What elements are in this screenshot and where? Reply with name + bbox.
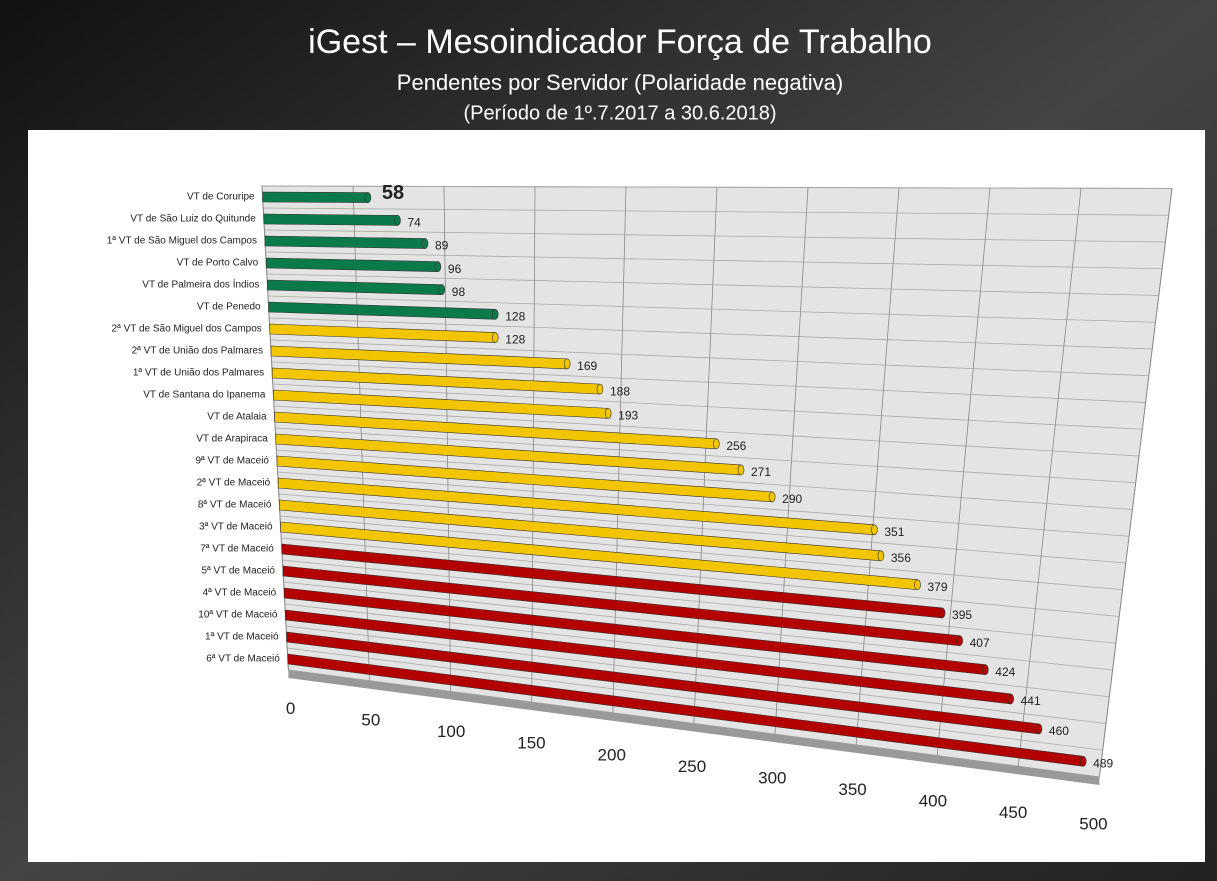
value-label: 58: [382, 182, 404, 204]
category-label: 1ª VT de União dos Palmares: [133, 368, 264, 379]
grid-line: [1017, 188, 1082, 767]
category-label: VT de Porto Calvo: [177, 258, 259, 269]
category-label: 5ª VT de Maceió: [201, 566, 275, 577]
value-label: 271: [751, 465, 771, 479]
x-tick-label: 100: [437, 722, 465, 741]
bar-cap: [438, 284, 446, 295]
plot: 0 50 100 150 200 250 300 350 400 450 500 VT de Coru…: [107, 182, 1173, 834]
period: (Período de 1º.7.2017 a 30.6.2018): [463, 102, 776, 124]
value-label: 441: [1021, 694, 1041, 708]
bar-cap: [1035, 723, 1043, 735]
x-tick-label: 150: [517, 734, 545, 753]
bar-cap: [421, 238, 429, 249]
bar-cap: [871, 524, 878, 536]
bar-cap: [914, 579, 921, 591]
category-label: 7ª VT de Maceió: [200, 544, 274, 555]
value-label: 128: [505, 309, 525, 323]
bar-cap: [394, 215, 401, 226]
bar: [263, 213, 398, 226]
value-label: 356: [891, 551, 911, 565]
chart-title: iGest – Mesoindicador Força de Trabalho: [308, 23, 932, 61]
category-label: VT de São Luiz do Quitunde: [130, 214, 256, 225]
bar-cap: [434, 261, 442, 272]
bar-cap: [713, 438, 720, 450]
value-label: 424: [995, 665, 1015, 679]
category-label: 9ª VT de Maceió: [195, 456, 269, 467]
bar-cap: [604, 408, 612, 419]
value-label: 193: [618, 409, 638, 423]
value-label: 169: [577, 359, 597, 373]
bar-cap: [981, 664, 989, 675]
value-label: 290: [782, 492, 802, 506]
category-label: VT de Coruripe: [187, 192, 255, 203]
bar-cap: [938, 607, 946, 619]
bar-cap: [491, 309, 499, 320]
bar-cap: [1079, 756, 1087, 767]
value-label: 74: [407, 216, 421, 230]
bar-cap: [877, 550, 885, 562]
bar-cap: [491, 332, 499, 343]
x-tick-label: 50: [361, 711, 380, 730]
x-tick-label: 250: [678, 757, 706, 776]
x-tick-label: 500: [1079, 815, 1107, 834]
grid-line: [1099, 188, 1173, 778]
value-label: 188: [610, 384, 630, 398]
x-tick-label: 300: [758, 768, 786, 787]
category-label: 6ª VT de Maceió: [206, 654, 280, 665]
category-label: VT de Atalaia: [207, 412, 267, 423]
value-label: 256: [726, 439, 746, 453]
category-label: 2ª VT de Maceió: [197, 478, 271, 489]
bar-cap: [956, 635, 963, 646]
bar-cap: [768, 491, 776, 503]
value-label: 395: [952, 608, 972, 622]
x-tick-label: 0: [286, 699, 295, 718]
value-label: 379: [928, 580, 948, 594]
value-label: 98: [452, 285, 466, 299]
category-label: 10ª VT de Maceió: [198, 610, 278, 621]
x-tick-label: 200: [598, 745, 626, 764]
value-label: 460: [1049, 724, 1069, 738]
category-label: 2ª VT de União dos Palmares: [132, 346, 263, 357]
value-label: 489: [1093, 756, 1113, 770]
category-label: 8ª VT de Maceió: [198, 500, 272, 511]
x-tick-label: 400: [919, 792, 947, 811]
bar-cap: [737, 464, 745, 476]
axis-base: [288, 670, 1100, 785]
category-label: 2ª VT de São Miguel dos Campos: [112, 324, 262, 335]
category-label: VT de Palmeira dos Índios: [142, 278, 259, 291]
value-label: 407: [970, 636, 990, 650]
category-label: 4ª VT de Maceió: [203, 588, 277, 599]
category-label: 1ª VT de São Miguel dos Campos: [107, 236, 257, 247]
bar: [262, 191, 369, 203]
bar-cap: [563, 358, 571, 370]
bar-cap: [1007, 693, 1014, 705]
value-label: 351: [884, 525, 904, 539]
bar: [264, 235, 426, 249]
bar-cap: [364, 192, 372, 203]
category-label: 1ª VT de Maceió: [205, 632, 279, 643]
bar-cap: [596, 383, 604, 395]
category-label: VT de Arapiraca: [196, 434, 268, 445]
chart-subtitle: Pendentes por Servidor (Polaridade negat…: [397, 70, 843, 95]
x-tick-label: 350: [838, 780, 866, 799]
category-label: 3ª VT de Maceió: [199, 522, 273, 533]
value-label: 128: [505, 333, 525, 347]
category-label: VT de Penedo: [197, 302, 261, 313]
x-tick-label: 450: [999, 803, 1027, 822]
value-label: 89: [435, 239, 449, 253]
value-label: 96: [448, 262, 462, 276]
category-label: VT de Santana do Ipanema: [143, 390, 266, 401]
